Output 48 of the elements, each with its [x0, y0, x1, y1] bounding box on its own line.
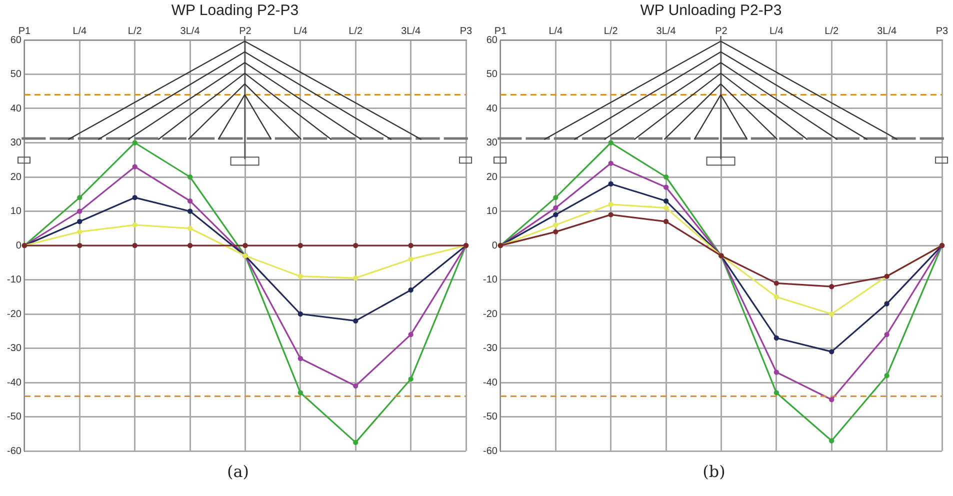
y-tick-label: 30: [486, 138, 498, 148]
y-tick-label: 0: [16, 240, 22, 252]
x-tick-label: L/4: [72, 26, 88, 37]
x-tick-label: L/2: [348, 26, 363, 37]
y-tick-label: -10: [483, 274, 498, 286]
x-tick-label: L/2: [824, 26, 839, 37]
y-tick-label: -50: [483, 412, 498, 422]
chart-title: WP Loading P2-P3: [171, 2, 299, 20]
y-tick-label: 60: [10, 34, 22, 46]
x-tick-label: P3: [936, 26, 949, 37]
y-tick-label: 0: [492, 240, 498, 252]
y-tick-label: -40: [7, 377, 22, 388]
y-tick-label: 40: [10, 103, 22, 114]
x-tick-label: L/4: [769, 26, 784, 37]
y-tick-label: 50: [486, 69, 498, 80]
x-tick-label: 3L/4: [401, 26, 421, 37]
y-tick-label: 50: [10, 69, 22, 80]
x-tick-label: P3: [460, 26, 473, 37]
y-tick-label: 40: [486, 103, 498, 114]
y-tick-label: 10: [486, 206, 498, 217]
y-tick-label: -30: [7, 343, 22, 354]
y-tick-label: -60: [483, 446, 498, 457]
y-tick-label: -10: [7, 274, 22, 286]
y-tick-label: -30: [483, 343, 498, 354]
x-tick-label: 3L/4: [877, 26, 897, 37]
x-tick-label: 3L/4: [656, 26, 676, 37]
x-tick-label: P1: [18, 26, 32, 37]
y-tick-label: 60: [486, 34, 498, 46]
text: (a): [226, 462, 250, 481]
x-tick-label: P1: [494, 26, 508, 37]
x-tick-label: 3L/4: [180, 26, 200, 37]
text: (b): [702, 462, 726, 481]
y-tick-label: 30: [10, 138, 22, 148]
y-tick-label: 10: [10, 206, 22, 217]
x-tick-label: L/2: [604, 26, 618, 37]
x-tick-label: L/2: [128, 26, 142, 37]
x-tick-label: L/4: [293, 26, 308, 37]
x-tick-label: P2: [715, 26, 728, 37]
chart-title: WP Unloading P2-P3: [640, 2, 782, 20]
y-tick-label: -20: [483, 308, 498, 320]
y-tick-label: 20: [486, 172, 498, 183]
x-tick-label: L/4: [548, 26, 564, 37]
x-tick-label: P2: [239, 26, 252, 37]
y-tick-label: -60: [7, 446, 22, 457]
y-tick-label: 20: [10, 172, 22, 183]
y-tick-label: -20: [7, 308, 22, 320]
y-tick-label: -40: [483, 377, 498, 388]
y-tick-label: -50: [7, 412, 22, 422]
